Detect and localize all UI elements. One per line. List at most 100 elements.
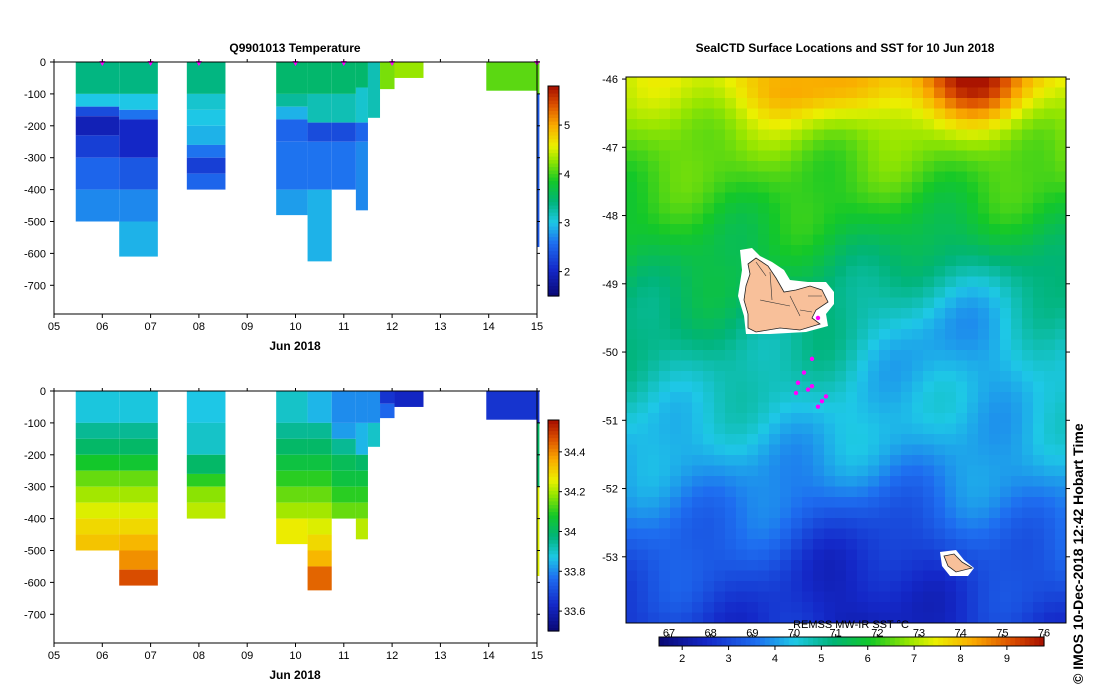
sst-cell [912, 581, 924, 592]
sst-cell [1033, 528, 1045, 540]
sst-cell [857, 150, 869, 162]
sst-cell [923, 371, 935, 382]
sst-cell [934, 129, 946, 141]
sst-cell [681, 360, 693, 372]
colorbar-segment [548, 444, 559, 449]
sst-cell [890, 497, 902, 508]
colorbar-segment [548, 585, 559, 590]
sst-cell [1011, 119, 1023, 130]
sst-cell [868, 129, 880, 141]
sst-cell [1011, 602, 1023, 613]
sst-cell [956, 602, 968, 613]
sst-cell [1033, 161, 1045, 172]
sst-cell [879, 234, 891, 246]
sst-cell [637, 297, 649, 309]
sst-cell [923, 108, 935, 120]
seal-location-point [823, 394, 829, 399]
sst-cell [725, 171, 737, 183]
sst-cell [637, 234, 649, 246]
sst-cell [879, 465, 891, 477]
colorbar-segment [548, 142, 559, 147]
sst-cell [1011, 381, 1023, 393]
colorbar-segment [548, 117, 559, 122]
sst-cell [978, 276, 990, 288]
sst-cell [747, 434, 759, 445]
sst-cell [879, 108, 891, 120]
sst-cell [780, 602, 792, 613]
sst-cell [1000, 119, 1012, 130]
sst-cell [791, 339, 803, 351]
sst-cell [879, 392, 891, 403]
sst-cell [659, 612, 671, 624]
sst-cell [802, 570, 814, 582]
sst-cell [670, 171, 682, 183]
sst-cell [967, 255, 979, 267]
sst-cell [747, 497, 759, 508]
sst-cell [879, 287, 891, 298]
sst-cell [747, 539, 759, 550]
sst-cell [780, 129, 792, 141]
sst-cell [637, 140, 649, 151]
sst-cell [802, 224, 814, 235]
sst-cell [923, 266, 935, 277]
sst-cell [835, 266, 847, 277]
sst-colorbar-segment [1019, 637, 1026, 646]
sst-cell [626, 245, 638, 256]
sst-cell [714, 266, 726, 277]
sst-cell [934, 234, 946, 246]
colorbar-segment [548, 124, 559, 129]
sst-cell [890, 308, 902, 319]
sst-cell [1011, 150, 1023, 162]
sst-cell [725, 255, 737, 267]
sst-cell [868, 476, 880, 487]
sst-cell [659, 392, 671, 403]
sst-cell [758, 549, 770, 561]
sst-cell [758, 371, 770, 382]
sst-cell [879, 602, 891, 613]
sst-cell [813, 371, 825, 382]
sst-cell [769, 602, 781, 613]
sst-cell [956, 539, 968, 550]
sst-cell [846, 77, 858, 88]
sst-cell [989, 245, 1001, 256]
sst-cell [967, 423, 979, 435]
sst-cell [846, 140, 858, 151]
sst-cell [967, 381, 979, 393]
sst-cell [670, 444, 682, 456]
sst-cell [736, 308, 748, 319]
sst-cell [868, 171, 880, 183]
sst-cell [1055, 350, 1067, 361]
sst-cell [725, 150, 737, 162]
sst-cell [1022, 245, 1034, 256]
sst-cell [813, 392, 825, 403]
x-tick-label: 15 [531, 650, 543, 662]
colorbar-segment [548, 236, 559, 241]
sst-cell [648, 108, 660, 120]
sst-cell [923, 350, 935, 361]
sst-cell [1055, 570, 1067, 582]
sst-cell [890, 402, 902, 414]
sst-cell [879, 350, 891, 361]
sst-cell [956, 203, 968, 214]
colorbar-segment [548, 201, 559, 206]
sst-cell [824, 224, 836, 235]
sst-cell [989, 161, 1001, 172]
colorbar-segment [548, 451, 559, 456]
sst-cell [802, 549, 814, 561]
sst-cell [1055, 213, 1067, 225]
sst-cell [857, 350, 869, 361]
sst-cell [989, 507, 1001, 519]
sst-cell [934, 350, 946, 361]
sst-cell [725, 318, 737, 330]
sst-cell [780, 518, 792, 529]
x-tick-label: 13 [434, 650, 446, 662]
sst-cell [626, 423, 638, 435]
sst-cell [681, 413, 693, 424]
sst-cell [714, 528, 726, 540]
sst-cell [769, 465, 781, 477]
sst-cell [659, 276, 671, 288]
sst-cell [934, 476, 946, 487]
sst-cell [725, 581, 737, 592]
profile-cell [276, 62, 308, 94]
sst-cell [637, 287, 649, 298]
